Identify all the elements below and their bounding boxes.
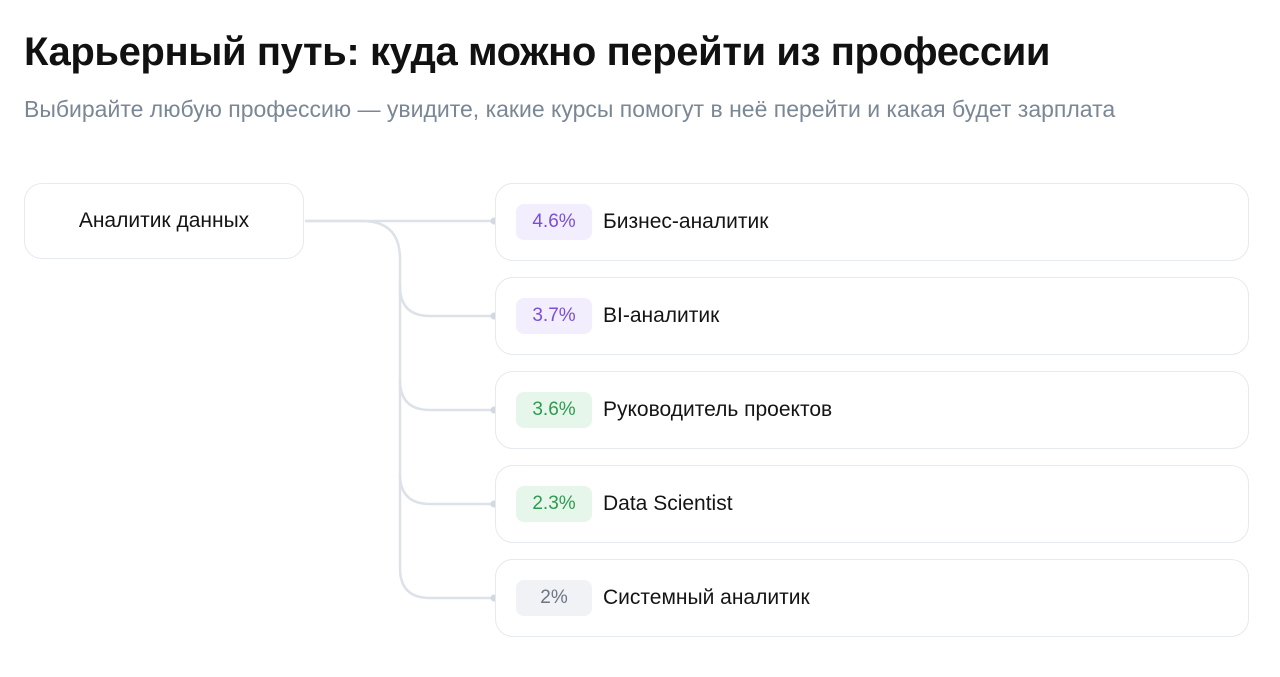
connector-2 bbox=[398, 285, 494, 318]
transition-percent-badge: 3.7% bbox=[516, 298, 592, 334]
target-profession-label: Бизнес-аналитик bbox=[603, 210, 769, 233]
target-profession-card-bi-analyst[interactable]: 3.7% BI-аналитик bbox=[495, 277, 1249, 355]
transition-percent-badge: 2.3% bbox=[516, 486, 592, 522]
target-profession-label: Руководитель проектов bbox=[603, 398, 833, 421]
source-profession-card[interactable]: Аналитик данных bbox=[24, 183, 304, 259]
target-profession-label: Data Scientist bbox=[603, 492, 733, 515]
target-profession-card-project-manager[interactable]: 3.6% Руководитель проектов bbox=[495, 371, 1249, 449]
target-profession-card-system-analyst[interactable]: 2% Системный аналитик bbox=[495, 559, 1249, 637]
connector-4 bbox=[398, 473, 494, 506]
connector-3 bbox=[398, 379, 494, 412]
transition-percent-badge: 4.6% bbox=[516, 204, 592, 240]
target-profession-card-business-analyst[interactable]: 4.6% Бизнес-аналитик bbox=[495, 183, 1249, 261]
page-subtitle: Выбирайте любую профессию — увидите, как… bbox=[24, 96, 1116, 122]
transition-percent-badge: 3.6% bbox=[516, 392, 592, 428]
source-profession-label: Аналитик данных bbox=[78, 209, 250, 232]
target-profession-label: BI-аналитик bbox=[603, 304, 720, 327]
target-profession-label: Системный аналитик bbox=[603, 586, 810, 609]
target-profession-card-data-scientist[interactable]: 2.3% Data Scientist bbox=[495, 465, 1249, 543]
transition-percent-badge: 2% bbox=[516, 580, 592, 616]
connector-trunk bbox=[305, 219, 494, 600]
page-title: Карьерный путь: куда можно перейти из пр… bbox=[24, 30, 1051, 74]
